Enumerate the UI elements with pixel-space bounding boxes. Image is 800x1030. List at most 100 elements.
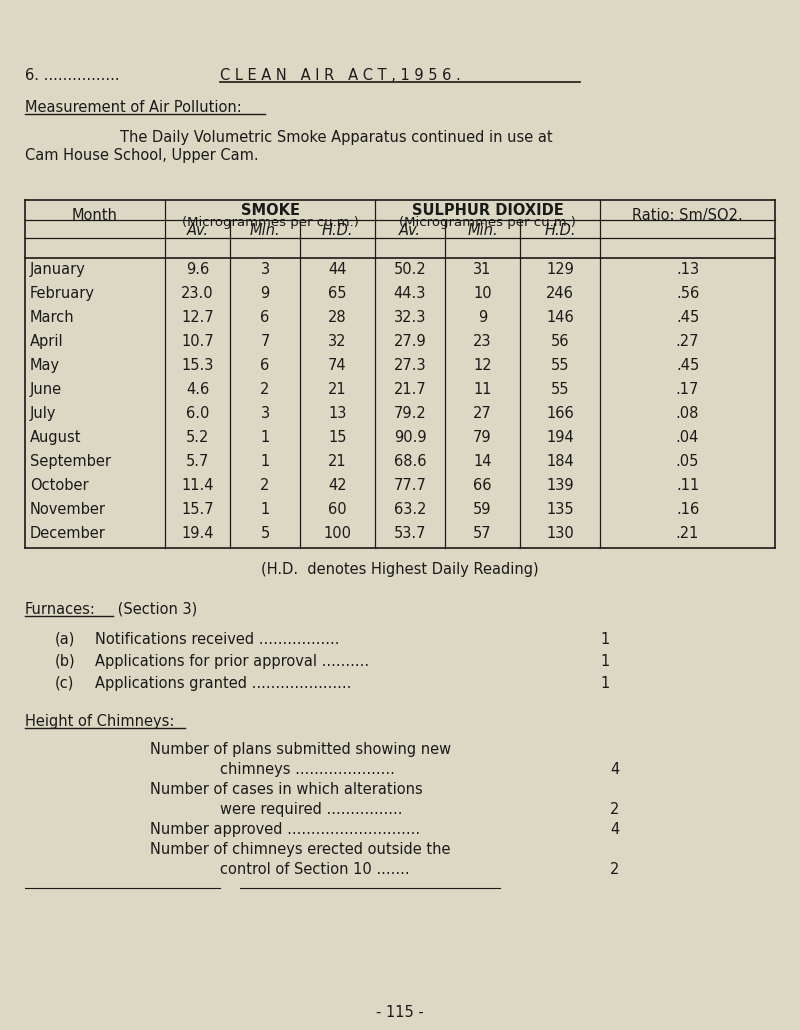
Text: chimneys .....................: chimneys ..................... — [220, 762, 395, 777]
Text: The Daily Volumetric Smoke Apparatus continued in use at: The Daily Volumetric Smoke Apparatus con… — [120, 130, 553, 145]
Text: 3: 3 — [261, 406, 270, 421]
Text: control of Section 10 .......: control of Section 10 ....... — [220, 862, 410, 877]
Text: October: October — [30, 478, 89, 493]
Text: (H.D.  denotes Highest Daily Reading): (H.D. denotes Highest Daily Reading) — [261, 562, 539, 577]
Text: May: May — [30, 358, 60, 373]
Text: 194: 194 — [546, 430, 574, 445]
Text: 146: 146 — [546, 310, 574, 325]
Text: .13: .13 — [676, 262, 699, 277]
Text: 59: 59 — [474, 502, 492, 517]
Text: .21: .21 — [676, 526, 699, 541]
Text: 100: 100 — [323, 526, 351, 541]
Text: 32: 32 — [328, 334, 346, 349]
Text: 42: 42 — [328, 478, 347, 493]
Text: 14: 14 — [474, 454, 492, 469]
Text: 63.2: 63.2 — [394, 502, 426, 517]
Text: Ratio: Sm/SO2.: Ratio: Sm/SO2. — [632, 208, 743, 224]
Text: July: July — [30, 406, 57, 421]
Text: 10.7: 10.7 — [181, 334, 214, 349]
Text: 28: 28 — [328, 310, 347, 325]
Text: 31: 31 — [474, 262, 492, 277]
Text: 5: 5 — [260, 526, 270, 541]
Text: 9.6: 9.6 — [186, 262, 209, 277]
Text: 90.9: 90.9 — [394, 430, 426, 445]
Text: December: December — [30, 526, 106, 541]
Text: 3: 3 — [261, 262, 270, 277]
Text: 5.2: 5.2 — [186, 430, 209, 445]
Text: September: September — [30, 454, 111, 469]
Text: 1: 1 — [600, 654, 610, 670]
Text: 21: 21 — [328, 454, 347, 469]
Text: (a): (a) — [55, 632, 75, 647]
Text: 1: 1 — [260, 454, 270, 469]
Text: 53.7: 53.7 — [394, 526, 426, 541]
Text: 19.4: 19.4 — [182, 526, 214, 541]
Text: .45: .45 — [676, 358, 699, 373]
Text: 4: 4 — [610, 762, 619, 777]
Text: 246: 246 — [546, 286, 574, 301]
Text: 27.9: 27.9 — [394, 334, 426, 349]
Text: 2: 2 — [260, 478, 270, 493]
Text: March: March — [30, 310, 74, 325]
Text: February: February — [30, 286, 95, 301]
Text: .16: .16 — [676, 502, 699, 517]
Text: Av.: Av. — [186, 224, 209, 238]
Text: 6: 6 — [260, 358, 270, 373]
Text: 1: 1 — [260, 502, 270, 517]
Text: 6.0: 6.0 — [186, 406, 209, 421]
Text: 15.7: 15.7 — [181, 502, 214, 517]
Text: 9: 9 — [260, 286, 270, 301]
Text: Av.: Av. — [399, 224, 421, 238]
Text: 12.7: 12.7 — [181, 310, 214, 325]
Text: June: June — [30, 382, 62, 397]
Text: 15.3: 15.3 — [182, 358, 214, 373]
Text: August: August — [30, 430, 82, 445]
Text: 1: 1 — [600, 676, 610, 691]
Text: 60: 60 — [328, 502, 347, 517]
Text: 27: 27 — [473, 406, 492, 421]
Text: 1: 1 — [260, 430, 270, 445]
Text: H.D.: H.D. — [322, 224, 354, 238]
Text: 55: 55 — [550, 358, 570, 373]
Text: Number approved ............................: Number approved ........................… — [150, 822, 420, 837]
Text: November: November — [30, 502, 106, 517]
Text: - 115 -: - 115 - — [376, 1005, 424, 1020]
Text: Furnaces:: Furnaces: — [25, 602, 96, 617]
Text: 57: 57 — [473, 526, 492, 541]
Text: 5.7: 5.7 — [186, 454, 209, 469]
Text: SULPHUR DIOXIDE: SULPHUR DIOXIDE — [412, 203, 563, 218]
Text: 4: 4 — [610, 822, 619, 837]
Text: 11.4: 11.4 — [182, 478, 214, 493]
Text: 12: 12 — [473, 358, 492, 373]
Text: 2: 2 — [610, 862, 619, 877]
Text: .08: .08 — [676, 406, 699, 421]
Text: January: January — [30, 262, 86, 277]
Text: Min.: Min. — [250, 224, 280, 238]
Text: 21: 21 — [328, 382, 347, 397]
Text: 135: 135 — [546, 502, 574, 517]
Text: (c): (c) — [55, 676, 74, 691]
Text: 7: 7 — [260, 334, 270, 349]
Text: 184: 184 — [546, 454, 574, 469]
Text: 13: 13 — [328, 406, 346, 421]
Text: .56: .56 — [676, 286, 699, 301]
Text: 21.7: 21.7 — [394, 382, 426, 397]
Text: 11: 11 — [474, 382, 492, 397]
Text: .27: .27 — [676, 334, 699, 349]
Text: 79: 79 — [473, 430, 492, 445]
Text: C L E A N   A I R   A C T , 1 9 5 6 .: C L E A N A I R A C T , 1 9 5 6 . — [220, 68, 461, 83]
Text: April: April — [30, 334, 64, 349]
Text: 50.2: 50.2 — [394, 262, 426, 277]
Text: 74: 74 — [328, 358, 347, 373]
Text: .17: .17 — [676, 382, 699, 397]
Text: 23.0: 23.0 — [181, 286, 214, 301]
Text: H.D.: H.D. — [544, 224, 576, 238]
Text: 1: 1 — [600, 632, 610, 647]
Text: .05: .05 — [676, 454, 699, 469]
Text: 6. ................: 6. ................ — [25, 68, 120, 83]
Text: 9: 9 — [478, 310, 487, 325]
Text: 139: 139 — [546, 478, 574, 493]
Text: .04: .04 — [676, 430, 699, 445]
Text: Notifications received .................: Notifications received ................. — [95, 632, 339, 647]
Text: Min.: Min. — [467, 224, 498, 238]
